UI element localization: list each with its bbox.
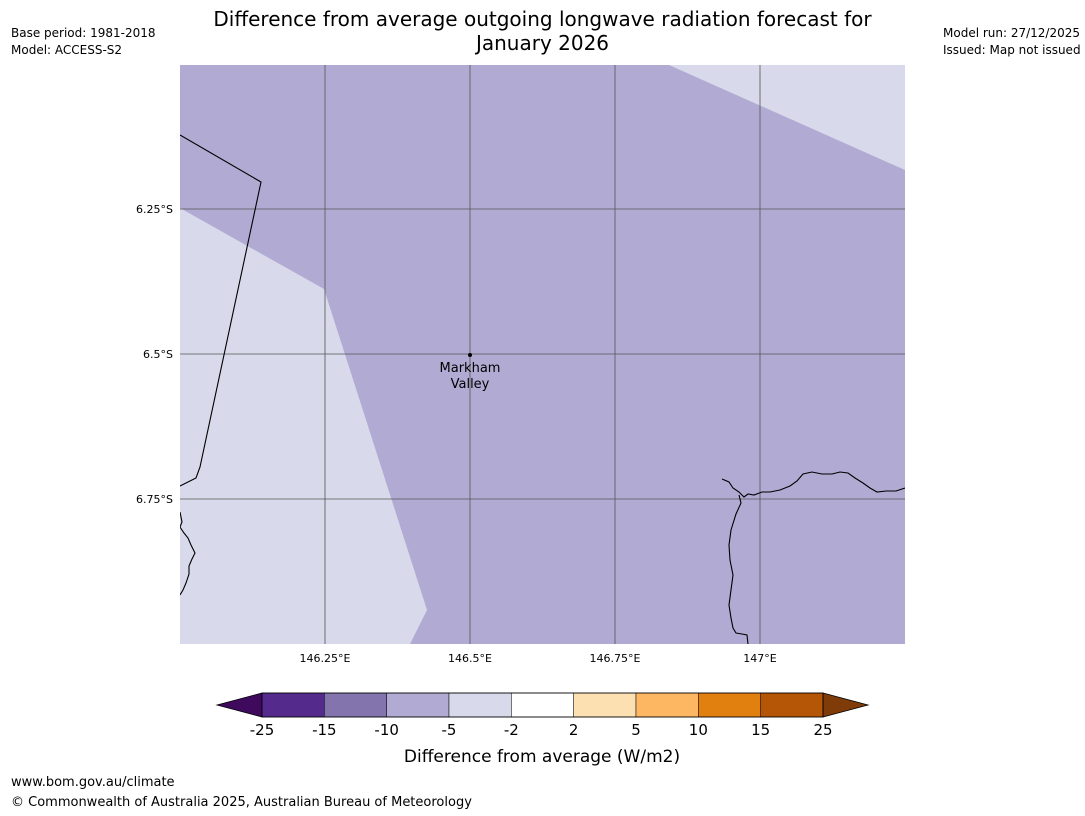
colorbar-tick-label: -15 [312,721,337,739]
coastlines [180,134,905,644]
colorbar-bin [261,692,325,718]
colorbar-tick-label: 2 [569,721,579,739]
lon-tick-label: 146.25°E [300,652,351,665]
latitude-ticks: 6.25°S 6.5°S 6.75°S [136,203,173,506]
colorbar: -25 -15 -10 -5 -2 2 5 10 15 25 Difference from av… [215,692,870,767]
coastline-east-shore [728,494,749,644]
colorbar-tick-label: 25 [813,721,832,739]
colorbar-tick-label: -5 [442,721,457,739]
lat-tick-label: 6.5°S [143,348,173,361]
colorbar-bin [448,692,512,718]
place-marker [468,353,472,357]
longitude-ticks: 146.25°E 146.5°E 146.75°E 147°E [300,652,777,665]
coastline-huon-gulf [721,471,905,498]
colorbar-tick-label: -2 [504,721,519,739]
map-title: Difference from average outgoing longwav… [180,7,905,55]
model-name: Model: ACCESS-S2 [11,43,123,57]
anomaly-region-minus5-minus2-west [180,208,427,644]
issued-status: Issued: Map not issued [943,43,1081,57]
colorbar-bin [573,692,637,718]
colorbar-bin [511,692,574,718]
colorbar-tick-label: -25 [250,721,275,739]
colorbar-labels: -25 -15 -10 -5 -2 2 5 10 15 25 [250,721,833,739]
meta-left: Base period: 1981-2018 Model: ACCESS-S2 [11,25,156,59]
lon-tick-label: 146.5°E [448,652,492,665]
colorbar-bin [324,692,387,718]
colorbar-under-arrow [215,692,263,718]
lon-tick-label: 146.75°E [590,652,641,665]
map-title-line2: January 2026 [475,31,610,55]
colorbar-tick-label: -10 [374,721,399,739]
province-border [180,134,262,487]
place-name-line1: Markham [440,361,501,376]
map-area: Markham Valley [180,65,905,644]
colorbar-bin [760,692,824,718]
meta-right: Model run: 27/12/2025 Issued: Map not is… [943,25,1081,59]
lat-tick-label: 6.75°S [136,493,173,506]
colorbar-title: Difference from average (W/m2) [404,747,680,767]
colorbar-bin [386,692,450,718]
coastline-southwest [180,511,196,596]
source-url: www.bom.gov.au/climate [11,775,175,790]
base-period: Base period: 1981-2018 [11,26,156,40]
anomaly-region-minus5-minus2-northeast [669,65,905,170]
map-title-line1: Difference from average outgoing longwav… [213,7,872,31]
colorbar-outline [261,692,824,718]
place-name-line2: Valley [451,377,490,392]
colorbar-tick-label: 15 [751,721,770,739]
colorbar-tick-label: 10 [689,721,708,739]
colorbar-bins [261,692,824,718]
lon-tick-label: 147°E [743,652,776,665]
graticule [180,65,905,644]
model-run: Model run: 27/12/2025 [943,26,1081,40]
lat-tick-label: 6.25°S [136,203,173,216]
colorbar-over-arrow [822,692,870,718]
copyright-notice: © Commonwealth of Australia 2025, Austra… [11,795,472,810]
colorbar-bin [698,692,761,718]
colorbar-bin [635,692,699,718]
colorbar-tick-label: 5 [631,721,641,739]
